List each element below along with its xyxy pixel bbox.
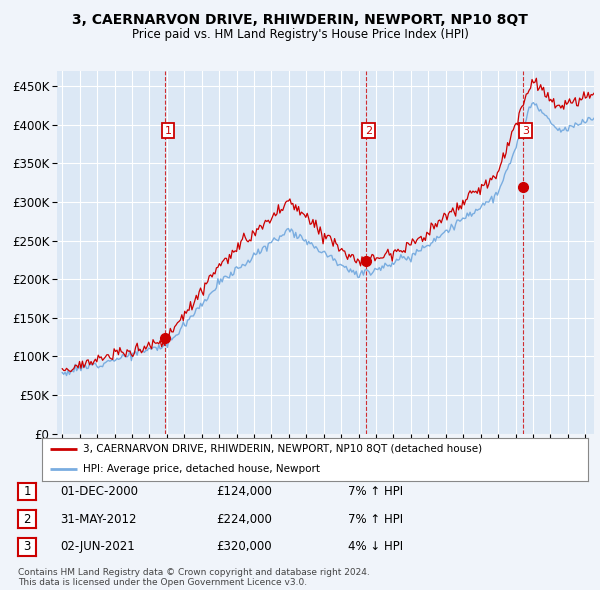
Text: 1: 1 xyxy=(23,485,31,498)
Text: 7% ↑ HPI: 7% ↑ HPI xyxy=(348,485,403,498)
Text: £320,000: £320,000 xyxy=(216,540,272,553)
Text: 3, CAERNARVON DRIVE, RHIWDERIN, NEWPORT, NP10 8QT: 3, CAERNARVON DRIVE, RHIWDERIN, NEWPORT,… xyxy=(72,13,528,27)
Text: 01-DEC-2000: 01-DEC-2000 xyxy=(60,485,138,498)
Text: 3: 3 xyxy=(522,126,529,136)
Text: £124,000: £124,000 xyxy=(216,485,272,498)
Text: HPI: Average price, detached house, Newport: HPI: Average price, detached house, Newp… xyxy=(83,464,320,474)
Text: 1: 1 xyxy=(164,126,172,136)
Text: 4% ↓ HPI: 4% ↓ HPI xyxy=(348,540,403,553)
Text: Price paid vs. HM Land Registry's House Price Index (HPI): Price paid vs. HM Land Registry's House … xyxy=(131,28,469,41)
Text: 2: 2 xyxy=(23,513,31,526)
Text: £224,000: £224,000 xyxy=(216,513,272,526)
Text: 31-MAY-2012: 31-MAY-2012 xyxy=(60,513,137,526)
Text: 3, CAERNARVON DRIVE, RHIWDERIN, NEWPORT, NP10 8QT (detached house): 3, CAERNARVON DRIVE, RHIWDERIN, NEWPORT,… xyxy=(83,444,482,454)
Text: 7% ↑ HPI: 7% ↑ HPI xyxy=(348,513,403,526)
Text: 3: 3 xyxy=(23,540,31,553)
Text: 02-JUN-2021: 02-JUN-2021 xyxy=(60,540,135,553)
Text: Contains HM Land Registry data © Crown copyright and database right 2024.
This d: Contains HM Land Registry data © Crown c… xyxy=(18,568,370,587)
Text: 2: 2 xyxy=(365,126,372,136)
